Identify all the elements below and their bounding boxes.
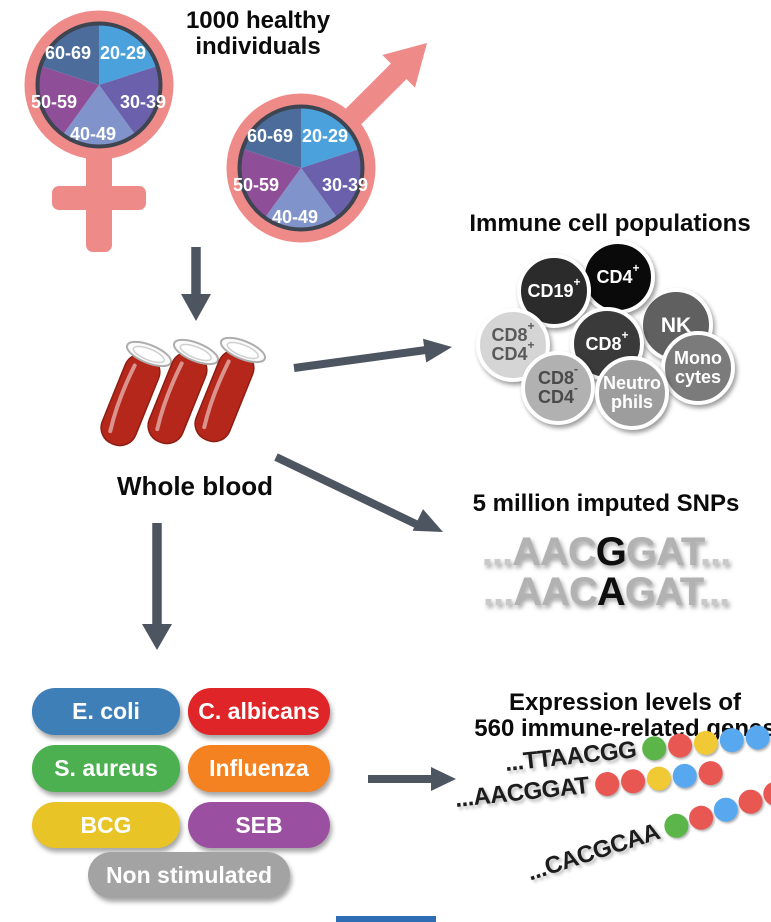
green-dot xyxy=(660,810,692,842)
tube-highlight xyxy=(108,363,137,434)
cell-cd4-pos: CD4+ xyxy=(581,240,655,314)
cell-cd8-neg-cd4-neg: CD8- CD4- xyxy=(521,351,595,425)
stimulus-non-stimulated: Non stimulated xyxy=(88,852,290,898)
pie-slice xyxy=(38,66,99,135)
stimulus-bcg: BCG xyxy=(32,802,180,848)
pie-slice xyxy=(301,149,362,218)
arrow-blood-to-stimuli xyxy=(142,523,172,650)
pie-label: 40-49 xyxy=(272,207,318,227)
stimulus-c-albicans: C. albicans xyxy=(188,688,330,735)
stimulus-influenza: Influenza xyxy=(188,745,330,792)
blue-dot xyxy=(710,794,741,825)
blue-dot xyxy=(671,762,698,790)
test-tube xyxy=(100,340,173,447)
bottom-blue-bar xyxy=(336,916,436,922)
female-cross-horizontal xyxy=(52,186,146,210)
male-symbol: 20-29 30-39 40-49 50-59 60-69 xyxy=(226,43,427,243)
pie-label: 50-59 xyxy=(31,92,77,112)
cell-neutrophils: Neutro phils xyxy=(595,356,669,430)
snp-sequence-1: ...AACGGAT... xyxy=(481,530,732,574)
arrow-blood-to-cells xyxy=(293,338,452,372)
arrow-stimuli-to-expression xyxy=(368,767,456,791)
red-dot xyxy=(685,802,716,833)
male-arrow-head xyxy=(382,43,427,88)
arrow-blood-to-snps xyxy=(274,453,443,532)
pie-border xyxy=(237,104,365,232)
pie-label: 40-49 xyxy=(70,124,116,144)
pie-slice xyxy=(40,24,99,85)
yellow-dot xyxy=(692,729,719,757)
red-dot xyxy=(735,786,766,817)
red-dot xyxy=(593,770,620,798)
female-symbol: 20-29 30-39 40-49 50-59 60-69 xyxy=(24,10,174,252)
pie-slice xyxy=(240,149,301,218)
cell-monocytes: Mono cytes xyxy=(661,331,735,405)
pie-slice xyxy=(242,107,301,168)
pie-slice xyxy=(63,85,135,147)
male-age-pie xyxy=(237,104,365,232)
red-dot xyxy=(666,732,694,759)
test-tube xyxy=(194,336,267,443)
cohort-title: 1000 healthy individuals xyxy=(185,7,331,60)
pie-label: 60-69 xyxy=(45,43,91,63)
tube-rim-inner xyxy=(132,345,165,364)
male-arrow-shaft xyxy=(341,59,411,129)
pie-slice xyxy=(301,107,360,168)
pie-slice xyxy=(99,24,158,85)
snp-allele: A xyxy=(596,570,626,614)
tube-rim-inner xyxy=(226,341,259,360)
green-dot xyxy=(640,735,668,762)
stimulus-e-coli: E. coli xyxy=(32,688,180,735)
blue-dot xyxy=(744,724,771,751)
snp-sequence-2: ...AACAGAT... xyxy=(482,570,730,614)
snps-title: 5 million imputed SNPs xyxy=(472,490,740,517)
pie-label: 60-69 xyxy=(247,126,293,146)
stimulus-s-aureus: S. aureus xyxy=(32,745,180,792)
pie-border xyxy=(35,21,163,149)
stimulus-seb: SEB xyxy=(188,802,330,848)
flow-arrows xyxy=(142,247,456,791)
blue-dot xyxy=(718,726,745,754)
pie-label: 20-29 xyxy=(302,126,348,146)
tube-highlight xyxy=(155,361,184,432)
snp-allele: G xyxy=(595,530,627,574)
pie-label: 30-39 xyxy=(120,92,166,112)
red-dot xyxy=(696,759,724,787)
female-age-pie xyxy=(35,21,163,149)
pie-label: 50-59 xyxy=(233,175,279,195)
arrow-individuals-to-blood xyxy=(181,247,211,321)
immune-cells-title: Immune cell populations xyxy=(469,210,751,237)
whole-blood-label: Whole blood xyxy=(117,471,273,501)
yellow-dot xyxy=(645,765,672,792)
pie-label: 20-29 xyxy=(100,43,146,63)
blood-tubes xyxy=(100,336,267,447)
pie-slice xyxy=(99,66,160,135)
red-dot xyxy=(619,768,646,795)
pie-label: 30-39 xyxy=(322,175,368,195)
test-tube xyxy=(147,338,220,445)
pie-slice xyxy=(265,168,337,230)
tube-rim-inner xyxy=(179,343,212,362)
tube-highlight xyxy=(202,359,231,430)
